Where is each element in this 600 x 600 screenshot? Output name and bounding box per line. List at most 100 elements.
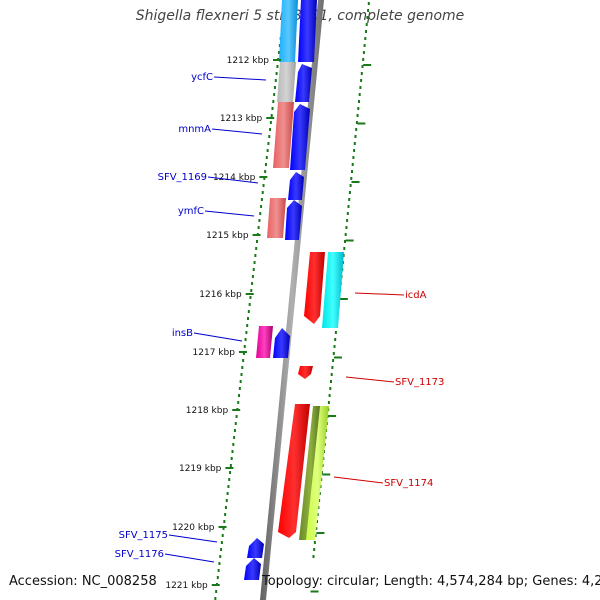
guide-dot [317, 506, 320, 509]
guide-dot [242, 359, 245, 362]
guide-dot [267, 142, 270, 145]
guide-dot [354, 135, 357, 138]
kbp-tick-label: 1220 kbp [172, 523, 215, 533]
cog-bar-pink-ymfC [267, 198, 286, 238]
accession-label: Accession: NC_008258 [9, 574, 157, 589]
guide-tick [363, 64, 372, 66]
gene-label-reverse: SFV_1173 [395, 377, 444, 388]
reverse-genes [278, 252, 325, 538]
gene-leader-line [164, 553, 215, 563]
guide-dot [251, 275, 254, 278]
guide-dot [253, 261, 256, 264]
guide-dot [215, 590, 218, 593]
guide-dot [218, 562, 221, 565]
guide-dot [247, 310, 250, 313]
guide-dot [221, 534, 224, 537]
guide-dot [241, 366, 244, 369]
guide-dot [357, 107, 360, 110]
guide-dot [265, 156, 268, 159]
genome-stats-label: Topology: circular; Length: 4,574,284 bp… [262, 574, 600, 589]
guide-dot [347, 205, 350, 208]
guide-dot [330, 373, 333, 376]
gene-label-reverse: SFV_1174 [384, 478, 433, 489]
guide-dot [251, 282, 254, 285]
kbp-tick-label: 1221 kbp [165, 581, 208, 591]
gene-leader-line [354, 292, 405, 296]
guide-dot [227, 485, 230, 488]
kbp-tick-label: 1212 kbp [227, 56, 270, 66]
kbp-tick [259, 176, 268, 178]
guide-dot [264, 170, 267, 173]
gene-leader-line [333, 476, 384, 484]
guide-tick [322, 473, 331, 476]
guide-dot [274, 79, 277, 82]
kbp-tick [266, 117, 275, 119]
cog-bar-pink-mnmA [273, 102, 294, 168]
left-guide-dots [214, 2, 286, 600]
guide-dot [328, 394, 331, 397]
guide-dot [229, 464, 232, 467]
guide-dot [316, 520, 318, 523]
guide-dot [269, 128, 272, 131]
gene-leader-line [211, 128, 263, 135]
kbp-tick-label: 1213 kbp [220, 114, 263, 124]
guide-dot [238, 394, 241, 397]
guide-dot [230, 457, 233, 460]
guide-dot [269, 121, 272, 124]
guide-dot [361, 65, 364, 68]
guide-dot [313, 541, 316, 544]
guide-dot [350, 177, 353, 180]
guide-dot [260, 198, 263, 201]
kbp-tick [273, 59, 281, 61]
guide-dot [332, 359, 335, 362]
guide-dot [343, 247, 346, 250]
kbp-tick [211, 584, 220, 586]
gene-leader-line [204, 210, 255, 217]
gene-leader-line [345, 376, 395, 383]
guide-dot [316, 513, 319, 516]
guide-dot [233, 429, 236, 432]
guide-dot [224, 513, 227, 516]
guide-dot [333, 345, 336, 348]
guide-dot [351, 170, 353, 173]
gene-label-forward: SFV_1176 [115, 549, 164, 560]
guide-dot [220, 541, 223, 544]
guide-dot [360, 79, 363, 82]
cog-bar-gray [277, 62, 296, 102]
genome-backbone [260, 0, 324, 600]
guide-dot [256, 240, 258, 243]
guide-dot [261, 191, 264, 194]
guide-dot [358, 100, 360, 103]
guide-dot [254, 254, 257, 257]
kbp-tick [238, 351, 247, 353]
guide-dot [273, 86, 276, 89]
gene-forward-SFV_1169 [288, 172, 304, 200]
kbp-tick [218, 526, 227, 528]
guide-dot [276, 65, 279, 68]
guide-dot [355, 121, 358, 124]
kbp-tick-label: 1214 kbp [213, 173, 256, 183]
kbp-tick [245, 293, 254, 295]
guide-dot [229, 471, 232, 474]
guide-dot [232, 443, 235, 446]
guide-tick [333, 356, 342, 359]
guide-dot [246, 324, 249, 327]
cog-bar-lime-SFV_1174 [306, 406, 329, 540]
guide-dot [334, 338, 337, 341]
gene-forward-ycfC [295, 64, 312, 102]
guide-dot [346, 219, 349, 222]
guide-dot [235, 415, 238, 418]
guide-dot [255, 247, 258, 250]
cog-bar-magenta-insB [256, 326, 273, 358]
gene-leader-line [207, 176, 259, 184]
guide-dot [315, 527, 318, 530]
guide-dot [262, 184, 265, 187]
guide-dot [367, 2, 370, 5]
guide-dot [314, 534, 317, 537]
guide-dot [223, 520, 226, 523]
guide-dot [247, 317, 250, 320]
guide-tick [316, 532, 325, 534]
gene-leader-line [193, 332, 243, 342]
gene-label-leaders: ycfC mnmA SFV_1169 ymfC insB SFV_1175 SFV_1176… [115, 72, 444, 563]
guide-dot [278, 51, 281, 54]
